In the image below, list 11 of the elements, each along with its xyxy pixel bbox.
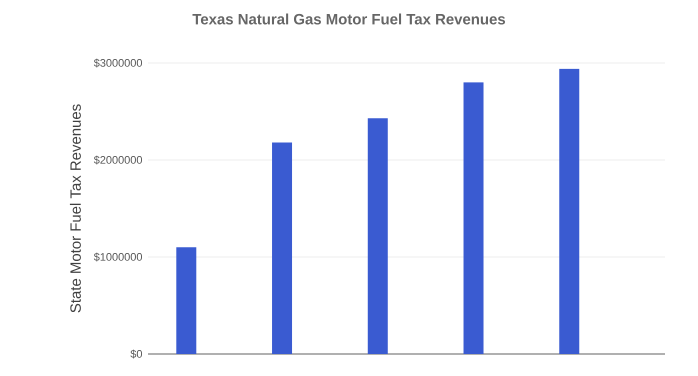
- y-tick-label: $3000000: [94, 58, 142, 68]
- bar: [464, 82, 484, 354]
- y-axis-title: State Motor Fuel Tax Revenues: [70, 104, 81, 312]
- chart-title: Texas Natural Gas Motor Fuel Tax Revenues: [192, 14, 506, 24]
- bar: [559, 68, 580, 354]
- bar: [272, 142, 292, 354]
- y-tick-label: $2000000: [94, 156, 142, 164]
- y-tick-label: $0: [130, 350, 142, 358]
- bar: [176, 247, 196, 354]
- y-tick-label: $1000000: [94, 252, 142, 262]
- bar: [368, 118, 388, 354]
